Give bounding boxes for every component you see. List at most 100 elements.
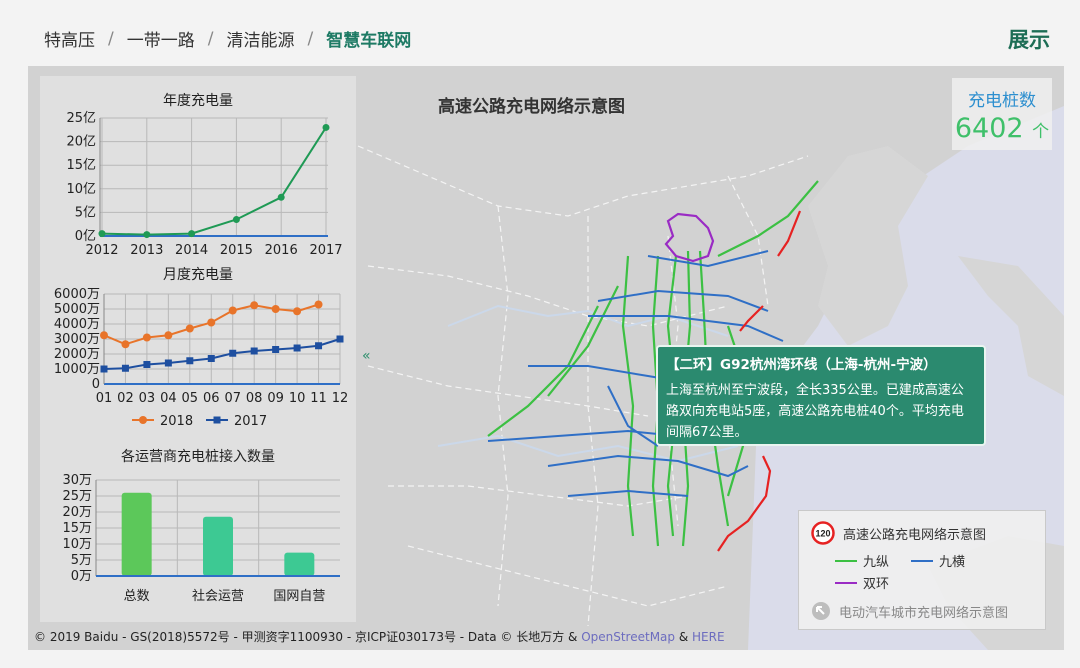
- y-tick-label: 25亿: [66, 111, 96, 126]
- charger-count-number: 6402: [954, 113, 1024, 144]
- monthly-data-point-2017: [207, 355, 215, 362]
- monthly-data-point-2018: [271, 305, 280, 313]
- annual-data-point: [322, 123, 330, 131]
- x-tick-label: 04: [160, 391, 177, 406]
- operator-bar: [203, 516, 233, 576]
- monthly-data-point-2018: [228, 306, 237, 315]
- city-network-label: 电动汽车城市充电网络示意图: [839, 605, 1009, 621]
- monthly-data-point-2017: [250, 347, 258, 355]
- y-tick-label: 1000万: [54, 362, 100, 377]
- legend-swatch: [835, 581, 857, 584]
- y-tick-label: 25万: [62, 489, 92, 504]
- bar-category-label: 总数: [124, 589, 150, 604]
- y-tick-label: 20万: [62, 505, 92, 520]
- y-tick-label: 0: [92, 377, 100, 392]
- monthly-legend-label: 2017: [234, 414, 267, 429]
- map-korea: [808, 146, 928, 346]
- monthly-data-point-2017: [336, 335, 344, 343]
- monthly-data-point-2018: [250, 301, 259, 310]
- charger-count-value: 6402 个: [952, 113, 1052, 144]
- charger-count-label: 充电桩数: [968, 91, 1036, 111]
- annual-data-point: [143, 231, 151, 239]
- breadcrumb-item-belt-road[interactable]: 一带一路: [126, 31, 195, 51]
- operator-chart-title: 各运营商充电桩接入数量: [121, 449, 275, 465]
- monthly-series-line-2017: [103, 338, 341, 370]
- legend-swatch: [911, 559, 933, 562]
- legend-item-vertical[interactable]: 九纵: [835, 551, 889, 570]
- x-tick-label: 2015: [220, 243, 253, 258]
- route-double-ring[interactable]: [664, 212, 715, 263]
- monthly-legend-marker: [213, 416, 221, 424]
- monthly-data-point-2017: [229, 349, 237, 357]
- legend-title: 高速公路充电网络示意图: [843, 527, 987, 543]
- top-bar: 特高压 / 一带一路 / 清洁能源 / 智慧车联网 展示: [0, 0, 1080, 66]
- monthly-legend-label: 2018: [160, 414, 193, 429]
- monthly-data-point-2017: [164, 359, 172, 367]
- monthly-data-point-2017: [186, 357, 194, 365]
- legend-label: 九纵: [863, 555, 890, 570]
- x-tick-label: 11: [310, 391, 327, 406]
- x-tick-label: 01: [96, 391, 113, 406]
- annual-series-line: [101, 126, 327, 236]
- city-network-link[interactable]: 电动汽车城市充电网络示意图: [811, 601, 1008, 621]
- annual-data-point: [232, 215, 240, 223]
- monthly-data-point-2017: [121, 364, 129, 372]
- annual-chart-title: 年度充电量: [163, 93, 233, 109]
- bar-category-label: 国网自营: [273, 589, 325, 604]
- y-tick-label: 3000万: [54, 332, 100, 347]
- x-tick-label: 08: [246, 391, 263, 406]
- annual-charging-chart: 0亿 5亿 10亿 15亿 20亿 25亿 2012 2013 2014 2015 2016 2017: [66, 111, 342, 258]
- y-tick-label: 4000万: [54, 317, 100, 332]
- monthly-data-point-2018: [100, 331, 108, 340]
- x-tick-label: 10: [289, 391, 306, 406]
- annual-data-point: [98, 230, 106, 238]
- svg-text:120: 120: [815, 529, 830, 539]
- legend-title-row: 120 高速公路充电网络示意图: [811, 521, 986, 545]
- monthly-data-point-2017: [293, 344, 301, 352]
- breadcrumb-item-clean-energy[interactable]: 清洁能源: [226, 31, 295, 51]
- monthly-data-point-2017: [100, 365, 108, 373]
- legend-label: 九横: [939, 555, 966, 570]
- route-tooltip: 【二环】G92杭州湾环线（上海-杭州-宁波） 上海至杭州至宁波段，全长335公里…: [656, 345, 986, 446]
- operator-bar: [121, 492, 152, 576]
- osm-link[interactable]: OpenStreetMap: [581, 630, 676, 644]
- here-link[interactable]: HERE: [692, 630, 725, 644]
- monthly-data-point-2018: [207, 318, 216, 327]
- tooltip-body: 上海至杭州至宁波段，全长335公里。已建成高速公路双向充电站5座，高速公路充电桩…: [666, 383, 964, 440]
- x-tick-label: 03: [139, 391, 156, 406]
- y-tick-label: 5000万: [54, 302, 100, 317]
- collapse-panel-icon[interactable]: «: [362, 348, 371, 364]
- legend-swatch: [835, 559, 857, 562]
- map-copyright: © 2019 Baidu - GS(2018)5572号 - 甲测资字11009…: [34, 628, 725, 645]
- y-tick-label: 5亿: [75, 205, 96, 220]
- y-tick-label: 15万: [62, 521, 92, 536]
- show-button[interactable]: 展示: [1008, 28, 1050, 52]
- y-tick-label: 5万: [71, 553, 92, 568]
- y-tick-label: 2000万: [54, 347, 100, 362]
- legend-item-horizontal[interactable]: 九横: [911, 551, 965, 570]
- x-tick-label: 06: [203, 391, 220, 406]
- breadcrumb-item-smart-ev[interactable]: 智慧车联网: [326, 31, 412, 51]
- y-tick-label: 20亿: [66, 135, 96, 150]
- y-tick-label: 0亿: [75, 229, 96, 244]
- map-view[interactable]: 高速公路充电网络示意图 充电桩数 6402 个 年度充电量 0亿 5亿 10亿 15亿…: [28, 66, 1064, 650]
- y-tick-label: 10万: [62, 537, 92, 552]
- city-network-icon: [812, 602, 830, 620]
- y-tick-label: 15亿: [66, 158, 96, 173]
- x-tick-label: 2013: [130, 243, 163, 258]
- breadcrumb-item-uhv[interactable]: 特高压: [44, 31, 95, 51]
- route-coastal[interactable]: [717, 210, 802, 552]
- speed-limit-icon: 120: [811, 521, 835, 545]
- y-tick-label: 30万: [62, 473, 92, 488]
- monthly-data-point-2017: [315, 342, 323, 350]
- x-tick-label: 05: [182, 391, 199, 406]
- annual-data-point: [277, 193, 285, 201]
- monthly-data-point-2018: [164, 331, 173, 340]
- tooltip-title: 【二环】G92杭州湾环线（上海-杭州-宁波）: [666, 357, 937, 373]
- y-tick-label: 10亿: [66, 182, 96, 197]
- copyright-amp: &: [675, 630, 693, 644]
- monthly-data-point-2017: [272, 346, 280, 353]
- legend-item-ring[interactable]: 双环: [835, 573, 889, 592]
- y-tick-label: 6000万: [54, 287, 100, 302]
